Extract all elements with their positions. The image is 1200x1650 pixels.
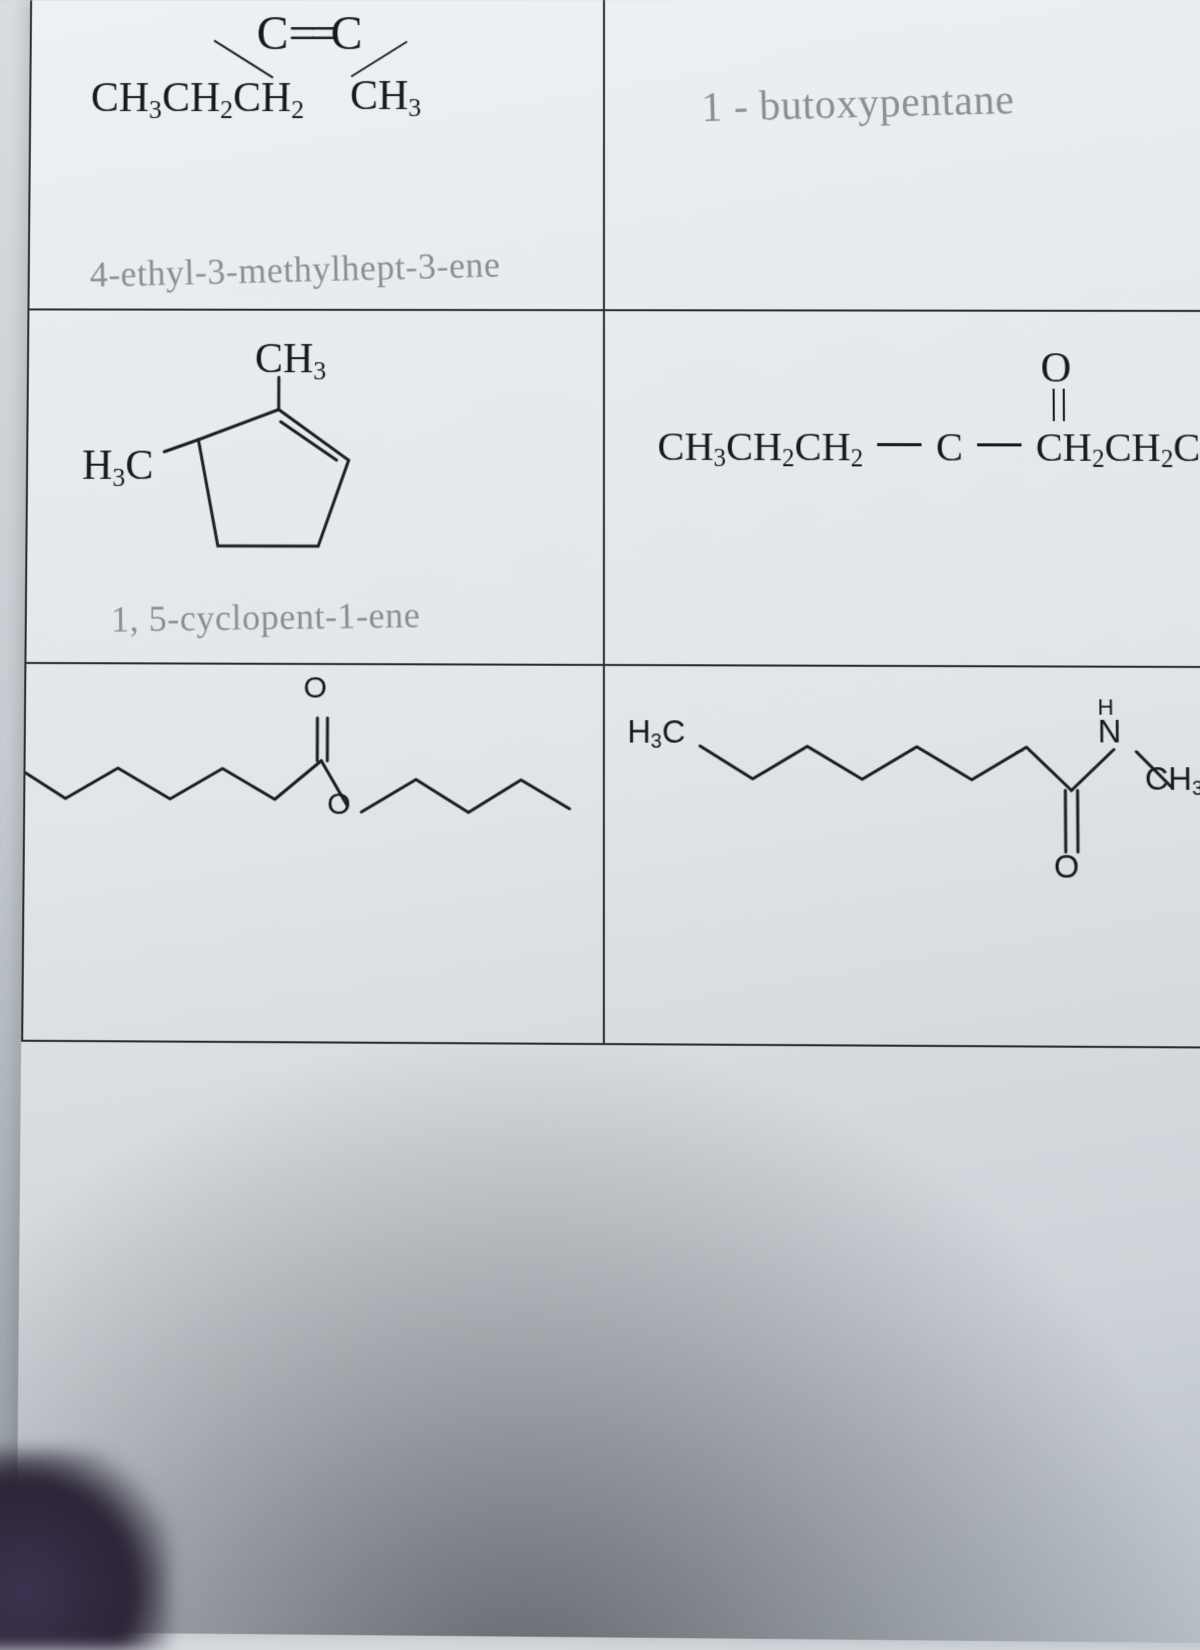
label-ester-o-top: O — [303, 671, 327, 706]
ketone-left: CH3CH2CH2 — [658, 423, 864, 469]
handwritten-answer-r1l: 4-ethyl-3-methylhept-3-ene — [89, 243, 501, 296]
cell-r3-left: O O — [21, 664, 603, 1045]
structure-cyclopentene: H3C CH3 — [45, 325, 585, 579]
label-c-double-c: C==C — [256, 6, 362, 61]
ketone-chain: CH3CH2CH2 C CH2CH2CH3 — [658, 422, 1200, 474]
cell-r2-left: H3C CH3 — [24, 310, 603, 666]
cyclopentene-ring-icon — [157, 369, 389, 582]
cell-r3-right: H3C CH3 O HN — [603, 666, 1200, 1049]
carbonyl-bond-2 — [1063, 389, 1065, 421]
ester-skeletal-icon — [24, 684, 589, 891]
ketone-c: C — [936, 424, 963, 470]
carbonyl-bond-1 — [1053, 389, 1055, 421]
label-h3c: H3C — [82, 441, 154, 492]
label-amide-h3c: H3C — [627, 713, 685, 754]
cell-r1-right: 1 - butoxypentane — [603, 0, 1200, 312]
handwritten-answer-r2l: 1, 5-cyclopent-1-ene — [111, 593, 421, 640]
label-o: O — [1040, 344, 1071, 393]
ketone-right: CH2CH2CH3 — [1036, 424, 1200, 470]
label-amide-nh: HN — [1098, 698, 1122, 745]
label-ester-o-chain: O — [327, 787, 351, 822]
structure-heptanone: O CH3CH2CH2 C CH2CH2CH3 — [623, 325, 1188, 529]
label-amide-o: O — [1054, 848, 1080, 886]
structure-alkene: C==C CH3CH2CH2 CH3 — [48, 14, 585, 204]
label-propyl: CH3CH2CH2 — [91, 74, 305, 125]
cell-r1-left: C==C CH3CH2CH2 CH3 4-ethyl-3-methylhept-… — [27, 0, 603, 311]
handwritten-answer-r1r: 1 - butoxypentane — [701, 76, 1015, 132]
label-amide-ch3: CH3 — [1145, 760, 1200, 801]
cell-r2-right: O CH3CH2CH2 C CH2CH2CH3 — [603, 311, 1200, 668]
label-ch3: CH3 — [350, 72, 421, 123]
